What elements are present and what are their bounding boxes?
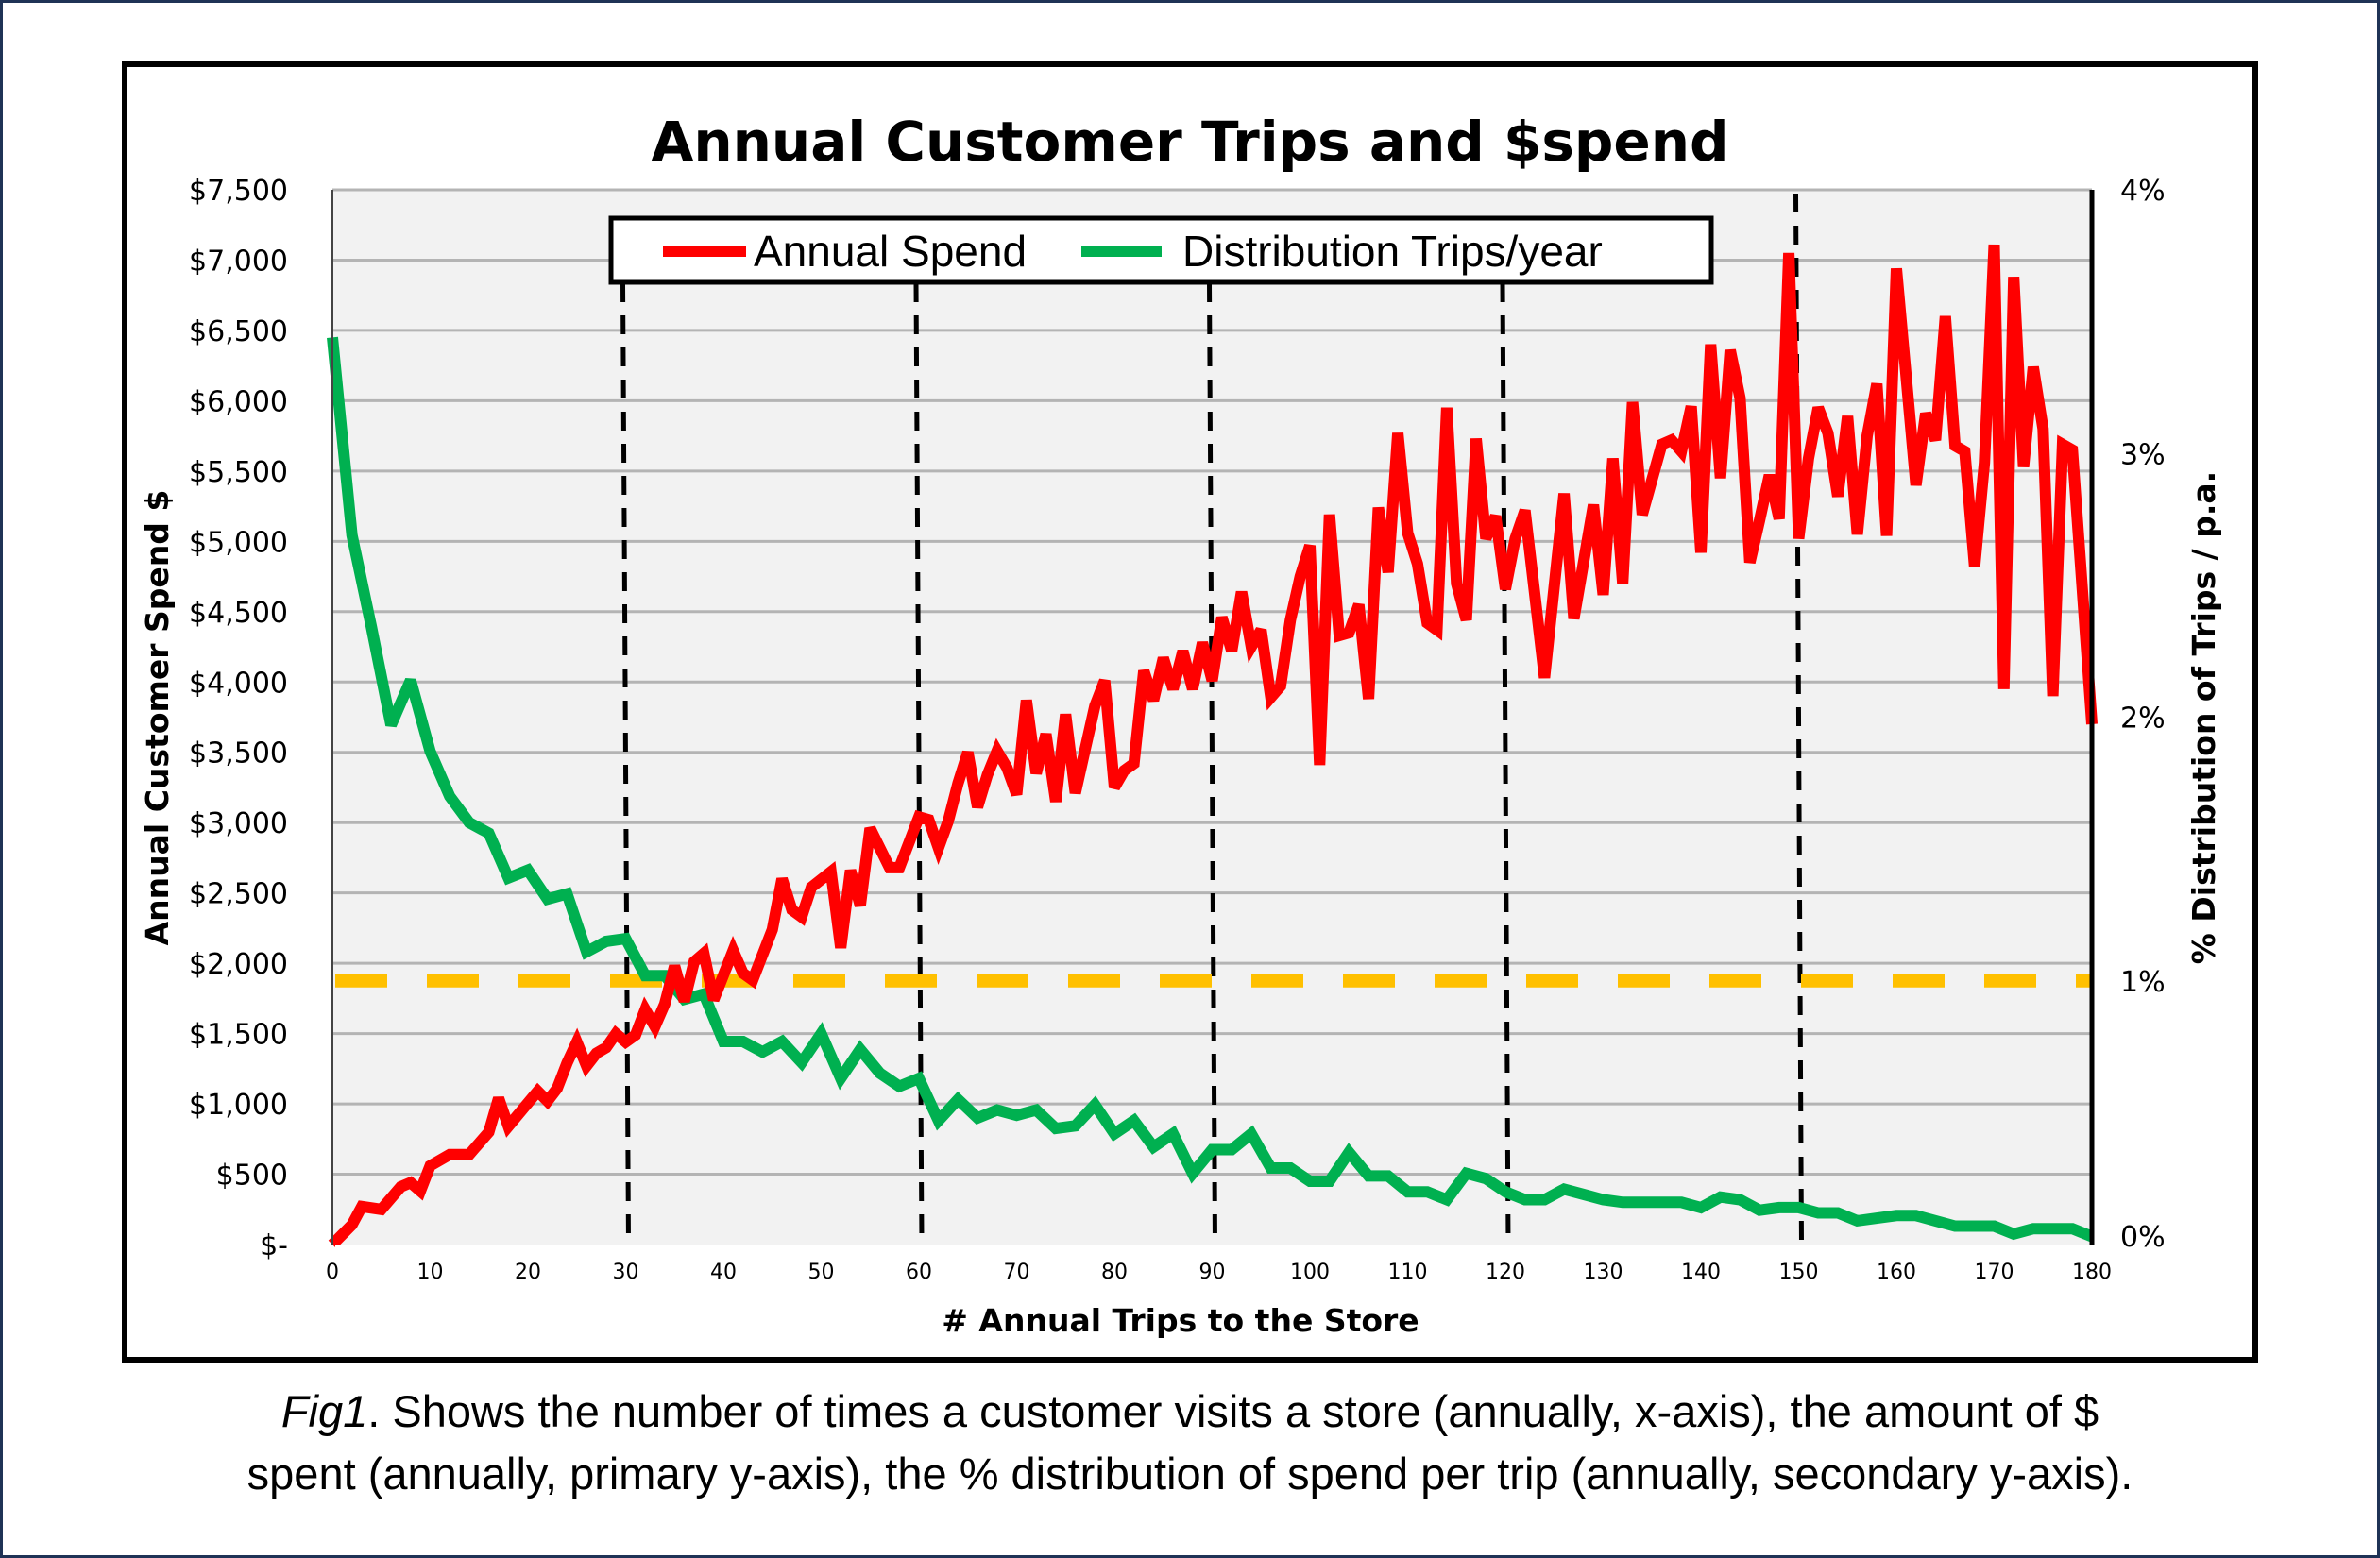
y-tick-label: $7,500 <box>189 175 288 208</box>
y-tick-label: $2,500 <box>189 878 288 911</box>
x-tick-label: 0 <box>326 1261 339 1284</box>
x-tick-label: 10 <box>417 1261 444 1284</box>
y-tick-label: $6,000 <box>189 385 288 418</box>
x-tick-label: 160 <box>1877 1261 1916 1284</box>
y-tick-label: $4,000 <box>189 667 288 700</box>
y2-tick-label: 1% <box>2120 966 2166 999</box>
y-tick-label: $3,000 <box>189 807 288 840</box>
figure-caption: Fig1. Shows the number of times a custom… <box>0 1380 2380 1505</box>
y2-axis-title: % Distribution of Trips / p.a. <box>2185 471 2222 964</box>
x-label-band <box>335 1245 2215 1263</box>
y2-tick-label: 3% <box>2120 438 2166 471</box>
y-tick-label: $4,500 <box>189 597 288 630</box>
caption-text-1: . Shows the number of times a customer v… <box>367 1386 2100 1436</box>
y-tick-label: $500 <box>216 1160 288 1193</box>
y-tick-label: $7,000 <box>189 245 288 278</box>
legend: Annual Spend Distribution Trips/year <box>608 215 1714 285</box>
x-tick-label: 170 <box>1975 1261 2014 1284</box>
legend-label-distribution: Distribution Trips/year <box>1182 227 1603 276</box>
y-tick-label: $2,000 <box>189 948 288 981</box>
x-axis-title: # Annual Trips to the Store <box>942 1302 1419 1339</box>
x-tick-label: 130 <box>1584 1261 1624 1284</box>
y2-tick-label: 0% <box>2120 1221 2166 1254</box>
x-tick-label: 140 <box>1681 1261 1721 1284</box>
y2-tick-label: 2% <box>2120 703 2166 736</box>
x-tick-label: 20 <box>515 1261 541 1284</box>
y-tick-label: $3,500 <box>189 737 288 771</box>
caption-line-2: spent (annually, primary y-axis), the % … <box>246 1448 2134 1499</box>
x-tick-label: 90 <box>1199 1261 1226 1284</box>
x-tick-label: 50 <box>808 1261 835 1284</box>
x-tick-label: 100 <box>1290 1261 1330 1284</box>
x-tick-label: 110 <box>1388 1261 1428 1284</box>
y-tick-label: $1,000 <box>189 1089 288 1122</box>
y2-tick-label: 4% <box>2120 175 2166 208</box>
y-tick-label: $1,500 <box>189 1019 288 1052</box>
x-tick-label: 180 <box>2072 1261 2112 1284</box>
x-tick-label: 120 <box>1486 1261 1525 1284</box>
y-tick-label: $6,500 <box>189 315 288 348</box>
y-axis-title: Annual Customer Spend $ <box>139 490 176 946</box>
x-tick-label: 150 <box>1779 1261 1819 1284</box>
chart-title: Annual Customer Trips and $spend <box>651 110 1728 174</box>
x-tick-label: 40 <box>710 1261 737 1284</box>
series-line-distribution <box>327 336 2095 1243</box>
x-tick-label: 60 <box>906 1261 932 1284</box>
legend-label-annual-spend: Annual Spend <box>754 227 1027 276</box>
caption-line-1: Fig1. Shows the number of times a custom… <box>0 1380 2380 1443</box>
y-tick-label: $5,000 <box>189 526 288 559</box>
x-tick-label: 70 <box>1004 1261 1030 1284</box>
caption-label: Fig1 <box>280 1386 368 1436</box>
x-tick-label: 80 <box>1101 1261 1128 1284</box>
series-line-annual-spend <box>328 244 2098 1249</box>
x-tick-label: 30 <box>613 1261 639 1284</box>
y-tick-label: $- <box>260 1229 288 1262</box>
y-tick-label: $5,500 <box>189 456 288 489</box>
